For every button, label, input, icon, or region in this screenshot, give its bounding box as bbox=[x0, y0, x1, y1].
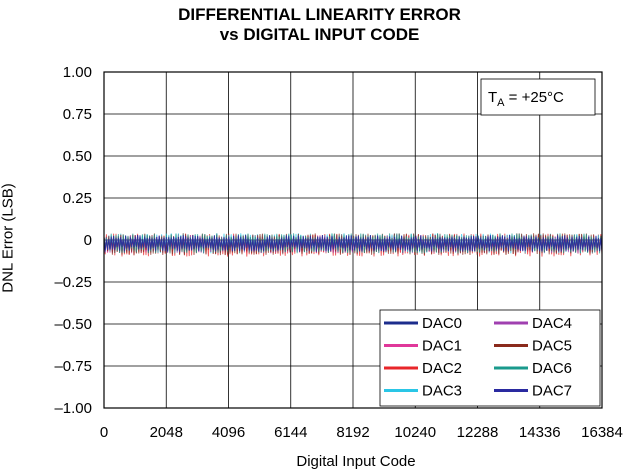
legend-label-dac6: DAC6 bbox=[532, 360, 572, 377]
plot-frame bbox=[103, 71, 603, 409]
chart-title-line-1: DIFFERENTIAL LINEARITY ERROR bbox=[178, 5, 461, 24]
x-tick-label: 8192 bbox=[336, 424, 369, 441]
x-tick-label: 12288 bbox=[457, 424, 499, 441]
chart-title: DIFFERENTIAL LINEARITY ERROR vs DIGITAL … bbox=[0, 5, 639, 45]
legend-label-dac1: DAC1 bbox=[422, 338, 462, 355]
y-axis-label: DNL Error (LSB) bbox=[0, 183, 17, 293]
x-tick-label: 0 bbox=[100, 424, 108, 441]
y-tick-label: 0.75 bbox=[63, 106, 92, 123]
series-line-dac7 bbox=[103, 234, 603, 252]
y-tick-label: –0.25 bbox=[54, 274, 92, 291]
legend-label-dac0: DAC0 bbox=[422, 315, 462, 332]
chart-title-line-2: vs DIGITAL INPUT CODE bbox=[219, 25, 420, 44]
legend-label-dac5: DAC5 bbox=[532, 338, 572, 355]
legend-label-dac3: DAC3 bbox=[422, 383, 462, 400]
y-tick-label: –1.00 bbox=[54, 400, 92, 417]
y-tick-label: 1.00 bbox=[63, 64, 92, 81]
y-tick-label: 0.50 bbox=[63, 148, 92, 165]
x-tick-label: 4096 bbox=[212, 424, 245, 441]
x-tick-label: 14336 bbox=[519, 424, 561, 441]
x-tick-label: 6144 bbox=[274, 424, 307, 441]
y-tick-label: –0.75 bbox=[54, 358, 92, 375]
y-tick-label: –0.50 bbox=[54, 316, 92, 333]
x-tick-label: 2048 bbox=[150, 424, 183, 441]
x-axis-label: Digital Input Code bbox=[296, 453, 416, 470]
temperature-annotation: TA = +25°C bbox=[488, 89, 564, 109]
x-tick-label: 10240 bbox=[394, 424, 436, 441]
annotation-box bbox=[480, 78, 596, 116]
y-tick-label: 0 bbox=[84, 232, 92, 249]
legend-label-dac7: DAC7 bbox=[532, 383, 572, 400]
y-tick-label: 0.25 bbox=[63, 190, 92, 207]
legend-label-dac2: DAC2 bbox=[422, 360, 462, 377]
x-tick-label: 16384 bbox=[581, 424, 623, 441]
legend-label-dac4: DAC4 bbox=[532, 315, 572, 332]
